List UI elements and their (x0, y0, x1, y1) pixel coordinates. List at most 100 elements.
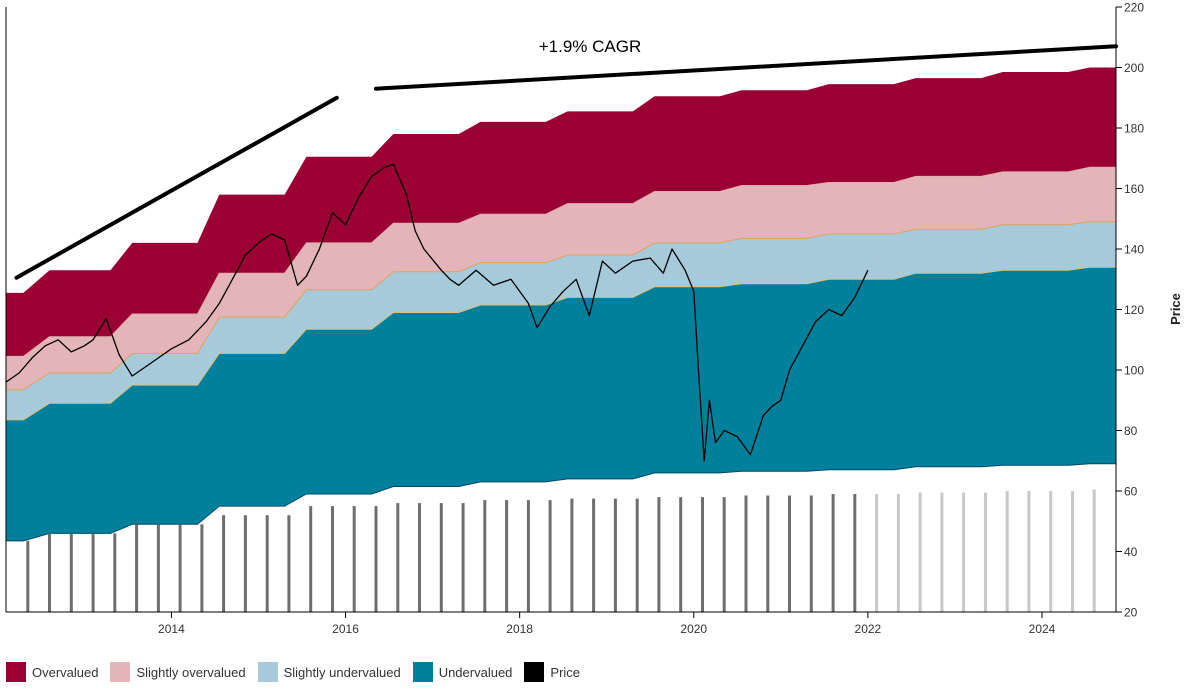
bar (1005, 491, 1009, 612)
x-tick-label: 2020 (680, 622, 707, 636)
cagr-annotation: +1.9% CAGR (539, 37, 642, 56)
bar (918, 492, 922, 612)
legend-item-price[interactable]: Price (524, 662, 580, 682)
bar (26, 540, 30, 612)
y-tick-label: 40 (1124, 545, 1138, 559)
x-tick-label: 2022 (855, 622, 882, 636)
bar (439, 503, 443, 612)
y-tick-label: 120 (1124, 303, 1144, 317)
axes: 20 40 60 80 100 120 140 160 180 200 220 2014 2016 201… (5, 1, 1144, 636)
bar (265, 515, 269, 612)
band-slightly-undervalued (6, 221, 1116, 420)
trend-lines (14, 44, 1118, 280)
bar (396, 503, 400, 612)
bar (635, 498, 639, 612)
legend-item-undervalued[interactable]: Undervalued (412, 662, 513, 682)
trend-line (14, 95, 339, 280)
band-boundary-undervalued (6, 463, 1116, 542)
bar (809, 495, 813, 612)
bar (679, 497, 683, 612)
legend: Overvalued Slightly overvalued Slightly … (6, 662, 592, 682)
legend-item-slightly-undervalued[interactable]: Slightly undervalued (257, 662, 401, 682)
band-slightly-overvalued (6, 167, 1116, 390)
bar (613, 498, 617, 612)
bar (48, 533, 51, 612)
bar (701, 497, 704, 612)
y-tick-label: 140 (1124, 243, 1144, 257)
bar (766, 495, 770, 612)
bar (178, 524, 182, 612)
bar (200, 524, 204, 612)
bar (788, 495, 791, 612)
bar (1071, 491, 1074, 612)
bar (896, 494, 900, 612)
bar (69, 533, 73, 612)
price-series (5, 163, 869, 462)
y-tick-label: 60 (1124, 485, 1138, 499)
bar (875, 494, 879, 612)
bar (983, 492, 987, 612)
bar (243, 515, 247, 612)
legend-label: Overvalued (32, 664, 99, 680)
bar (1049, 491, 1053, 612)
bar (1092, 489, 1096, 612)
band-overvalued (6, 67, 1116, 357)
bar (657, 497, 661, 612)
y-tick-label: 20 (1124, 606, 1138, 620)
bar (352, 506, 356, 612)
price-line (5, 163, 869, 462)
bar (722, 497, 726, 612)
bar (853, 494, 857, 612)
band-boundary-overvalued (6, 166, 1116, 357)
dividend-bars (26, 489, 1096, 612)
bar (483, 500, 487, 612)
bar (570, 498, 574, 612)
legend-label: Undervalued (438, 664, 513, 680)
legend-swatch (412, 662, 433, 682)
y-tick-label: 80 (1124, 424, 1138, 438)
legend-item-overvalued[interactable]: Overvalued (6, 662, 98, 682)
band-boundary-slightly_overvalued (6, 221, 1116, 391)
bar (1027, 491, 1031, 612)
x-tick-label: 2014 (158, 622, 185, 636)
trend-line (374, 44, 1118, 91)
valuation-bands (6, 67, 1116, 542)
bar (91, 533, 95, 612)
bar (505, 500, 509, 612)
bar (222, 515, 226, 612)
bar (374, 506, 378, 612)
bar (592, 498, 596, 612)
y-tick-label: 160 (1124, 182, 1144, 196)
bar (548, 500, 552, 612)
bar (331, 506, 334, 612)
bar (831, 494, 835, 612)
bar (461, 503, 465, 612)
bar (940, 492, 944, 612)
legend-swatch (257, 662, 278, 682)
bar (962, 492, 966, 612)
bar (744, 495, 748, 612)
bar (287, 515, 291, 612)
band-undervalued (6, 267, 1116, 541)
bar (156, 524, 160, 612)
y-tick-label: 200 (1124, 61, 1144, 75)
legend-swatch (110, 662, 131, 682)
x-tick-label: 2024 (1029, 622, 1056, 636)
legend-item-slightly-overvalued[interactable]: Slightly overvalued (110, 662, 246, 682)
legend-swatch (524, 662, 545, 682)
band-boundary-slightly_undervalued (6, 266, 1116, 421)
bar (135, 524, 139, 612)
x-tick-label: 2016 (332, 622, 359, 636)
bar (113, 533, 117, 612)
x-tick-label: 2018 (506, 622, 533, 636)
bar (418, 503, 421, 612)
bar (309, 506, 313, 612)
bar (526, 500, 530, 612)
legend-label: Slightly undervalued (283, 664, 401, 680)
y-tick-label: 180 (1124, 122, 1144, 136)
y-tick-label: 220 (1124, 1, 1144, 15)
y-axis-label: Price (1168, 293, 1183, 325)
legend-swatch (6, 662, 26, 682)
